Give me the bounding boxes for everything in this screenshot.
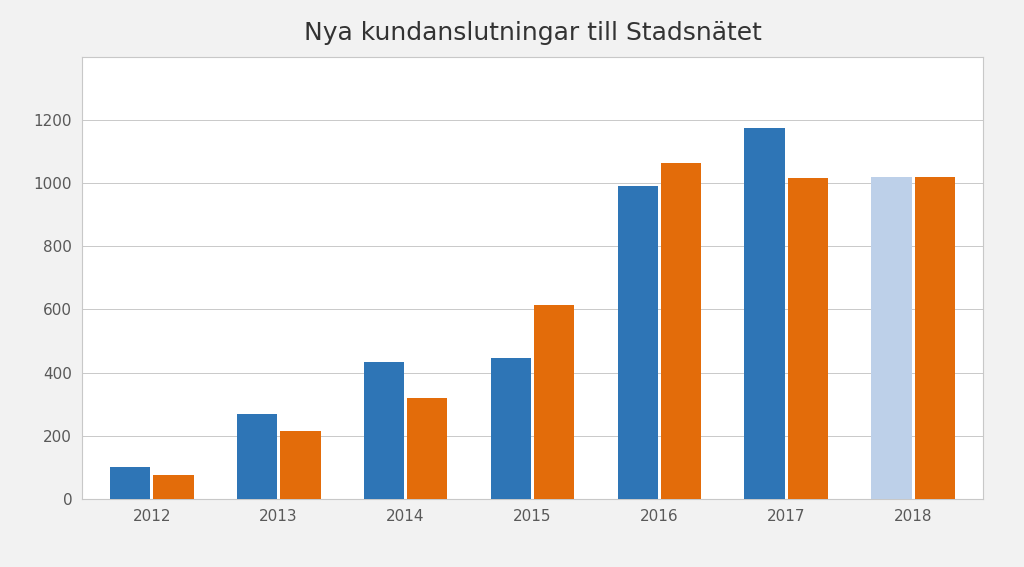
Bar — [490, 358, 531, 499]
Bar — [364, 362, 404, 499]
Bar — [407, 398, 447, 499]
Bar — [237, 414, 278, 499]
Legend: Antal nya kundanslutningar, Budgeterat antal: Antal nya kundanslutningar, Budgeterat a… — [318, 564, 746, 567]
Bar — [617, 186, 658, 499]
Bar — [280, 431, 321, 499]
Title: Nya kundanslutningar till Stadsnätet: Nya kundanslutningar till Stadsnätet — [303, 21, 762, 45]
Bar — [110, 467, 151, 499]
Bar — [744, 128, 785, 499]
Bar — [787, 179, 828, 499]
Bar — [534, 304, 574, 499]
Bar — [871, 177, 912, 499]
Bar — [914, 177, 955, 499]
Bar — [153, 475, 194, 499]
Bar — [660, 163, 701, 499]
